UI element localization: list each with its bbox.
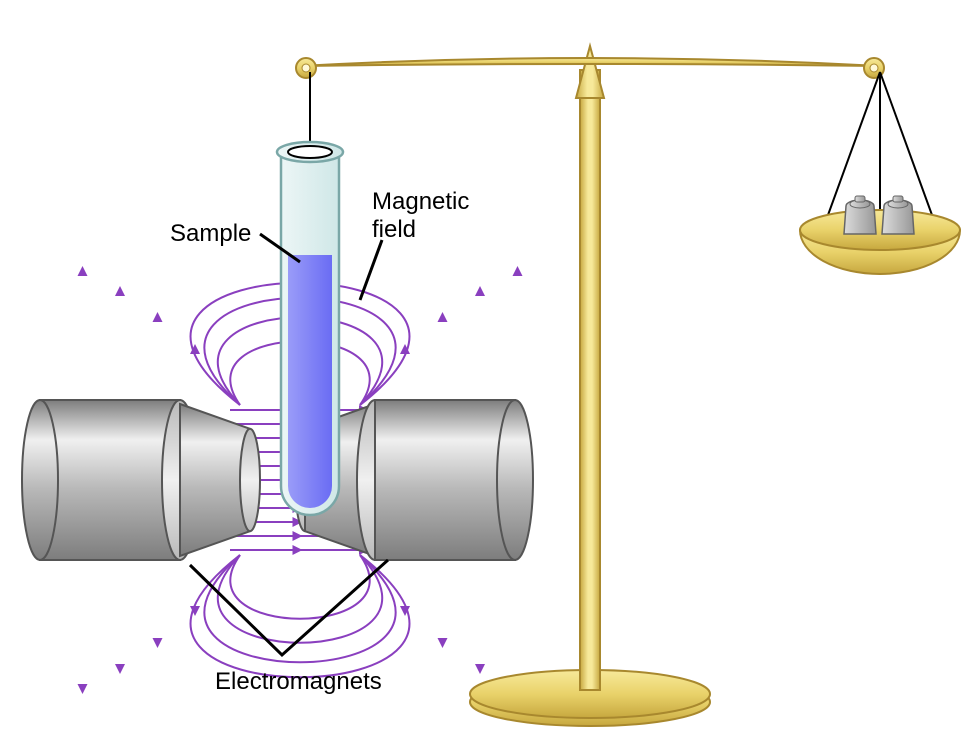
electromagnet-left bbox=[22, 400, 260, 560]
label-sample: Sample bbox=[170, 220, 251, 248]
label-electromagnets: Electromagnets bbox=[215, 668, 382, 696]
sample-liquid bbox=[288, 255, 332, 508]
sample-tube bbox=[277, 72, 343, 515]
weights-pan bbox=[800, 72, 960, 274]
gouy-balance-diagram bbox=[0, 0, 975, 733]
label-magnetic-field: Magnetic field bbox=[372, 188, 469, 243]
balance bbox=[296, 46, 884, 726]
